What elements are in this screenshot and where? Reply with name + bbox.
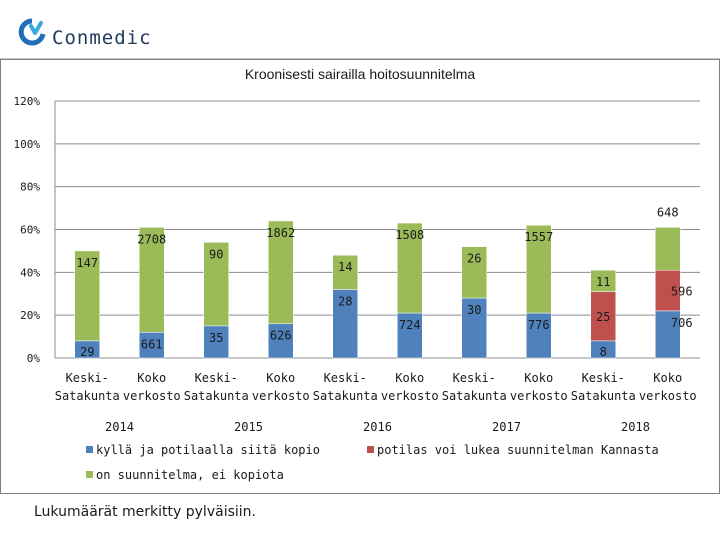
data-label: 724	[399, 318, 421, 332]
data-label: 90	[209, 247, 223, 261]
y-tick-label: 60%	[20, 224, 40, 237]
bar-segment	[526, 312, 552, 359]
x-category-label: Koko	[266, 371, 295, 385]
data-label: 8	[600, 345, 607, 359]
data-label: 776	[528, 318, 550, 332]
data-label: 1508	[395, 228, 424, 242]
legend: kyllä ja potilaalla siitä kopio potilas v…	[86, 443, 659, 482]
bar-segment	[461, 246, 487, 299]
data-label: 648	[657, 205, 679, 219]
x-group-label: 2015	[234, 420, 263, 434]
bar-segment	[268, 220, 294, 324]
y-tick-label: 80%	[20, 181, 40, 194]
x-category-label: Keski-	[324, 371, 367, 385]
bar-segment	[332, 289, 358, 359]
bar-segment	[590, 291, 616, 342]
chart-title: Kroonisesti sairailla hoitosuunnitelma	[245, 66, 476, 82]
footnote: Lukumäärät merkitty pylväisiin.	[34, 504, 256, 520]
stacked-bar-chart: Kroonisesti sairailla hoitosuunnitelma 0…	[14, 66, 700, 482]
data-label: 1557	[524, 230, 553, 244]
data-label: 661	[141, 337, 163, 351]
x-category-label: Keski-	[453, 371, 496, 385]
data-label: 35	[209, 331, 223, 345]
x-axis-categories: Keski- Satakunta Koko verkosto Keski- Satakun…	[55, 371, 697, 403]
data-label: 2708	[137, 232, 166, 246]
data-label: 596	[671, 285, 693, 299]
data-label: 29	[80, 345, 94, 359]
data-label: 11	[596, 275, 610, 289]
x-category-label: Satakunta	[571, 389, 636, 403]
data-label: 25	[596, 310, 610, 324]
data-label: 147	[76, 256, 98, 270]
bar-segment	[590, 269, 616, 292]
data-label: 706	[671, 316, 693, 330]
bar-segment	[526, 224, 552, 314]
bar-segment	[74, 250, 100, 342]
x-group-label: 2014	[105, 420, 134, 434]
x-category-label: Satakunta	[55, 389, 120, 403]
bar-segment	[332, 254, 358, 290]
data-label: 28	[338, 294, 352, 308]
bar-segment	[655, 227, 681, 271]
x-category-label: Keski-	[66, 371, 109, 385]
legend-swatch	[86, 446, 93, 453]
x-group-label: 2018	[621, 420, 650, 434]
x-group-label: 2017	[492, 420, 521, 434]
bar-segment	[655, 310, 681, 359]
x-category-label: verkosto	[639, 389, 697, 403]
x-category-label: Satakunta	[184, 389, 249, 403]
data-label: 26	[467, 252, 481, 266]
bar-segment	[397, 312, 423, 359]
x-group-label: 2016	[363, 420, 392, 434]
data-label: 30	[467, 303, 481, 317]
data-label: 14	[338, 260, 352, 274]
y-tick-label: 0%	[27, 352, 41, 365]
x-category-label: Koko	[653, 371, 682, 385]
x-category-label: verkosto	[381, 389, 439, 403]
data-label: 1862	[266, 226, 295, 240]
bar-segment	[397, 222, 423, 314]
data-label: 626	[270, 329, 292, 343]
x-category-label: verkosto	[252, 389, 310, 403]
legend-label: kyllä ja potilaalla siitä kopio	[96, 443, 320, 457]
x-category-label: Keski-	[582, 371, 625, 385]
legend-swatch	[367, 446, 374, 453]
y-tick-label: 40%	[20, 266, 40, 279]
x-category-label: Koko	[524, 371, 553, 385]
bar-segment	[139, 227, 165, 333]
y-axis-ticks: 0% 20% 40% 60% 80% 100% 120%	[14, 95, 41, 365]
x-axis-groups: 2014 2015 2016 2017 2018	[105, 420, 650, 434]
legend-label: potilas voi lukea suunnitelman Kannasta	[377, 443, 659, 457]
legend-swatch	[86, 471, 93, 478]
x-category-label: Keski-	[195, 371, 238, 385]
data-labels: 29 147 661 2708 35 90 626 1862 28 14 724 1508 30 26 77…	[76, 205, 692, 359]
bar-segment	[461, 297, 487, 359]
y-tick-label: 100%	[14, 138, 41, 151]
x-category-label: Koko	[137, 371, 166, 385]
conmedic-logo-icon	[18, 18, 46, 46]
y-tick-label: 20%	[20, 309, 40, 322]
x-category-label: Koko	[395, 371, 424, 385]
bar-segment	[203, 242, 229, 327]
x-category-label: Satakunta	[442, 389, 507, 403]
x-category-label: Satakunta	[313, 389, 378, 403]
header-divider	[0, 58, 720, 59]
header: Conmedic	[0, 0, 720, 60]
x-category-label: verkosto	[510, 389, 568, 403]
logo-text: Conmedic	[52, 27, 152, 49]
y-tick-label: 120%	[14, 95, 41, 108]
legend-label: on suunnitelma, ei kopiota	[96, 468, 284, 482]
bar-segment	[139, 332, 165, 359]
bars	[74, 220, 681, 359]
bar-segment	[203, 325, 229, 359]
x-category-label: verkosto	[123, 389, 181, 403]
